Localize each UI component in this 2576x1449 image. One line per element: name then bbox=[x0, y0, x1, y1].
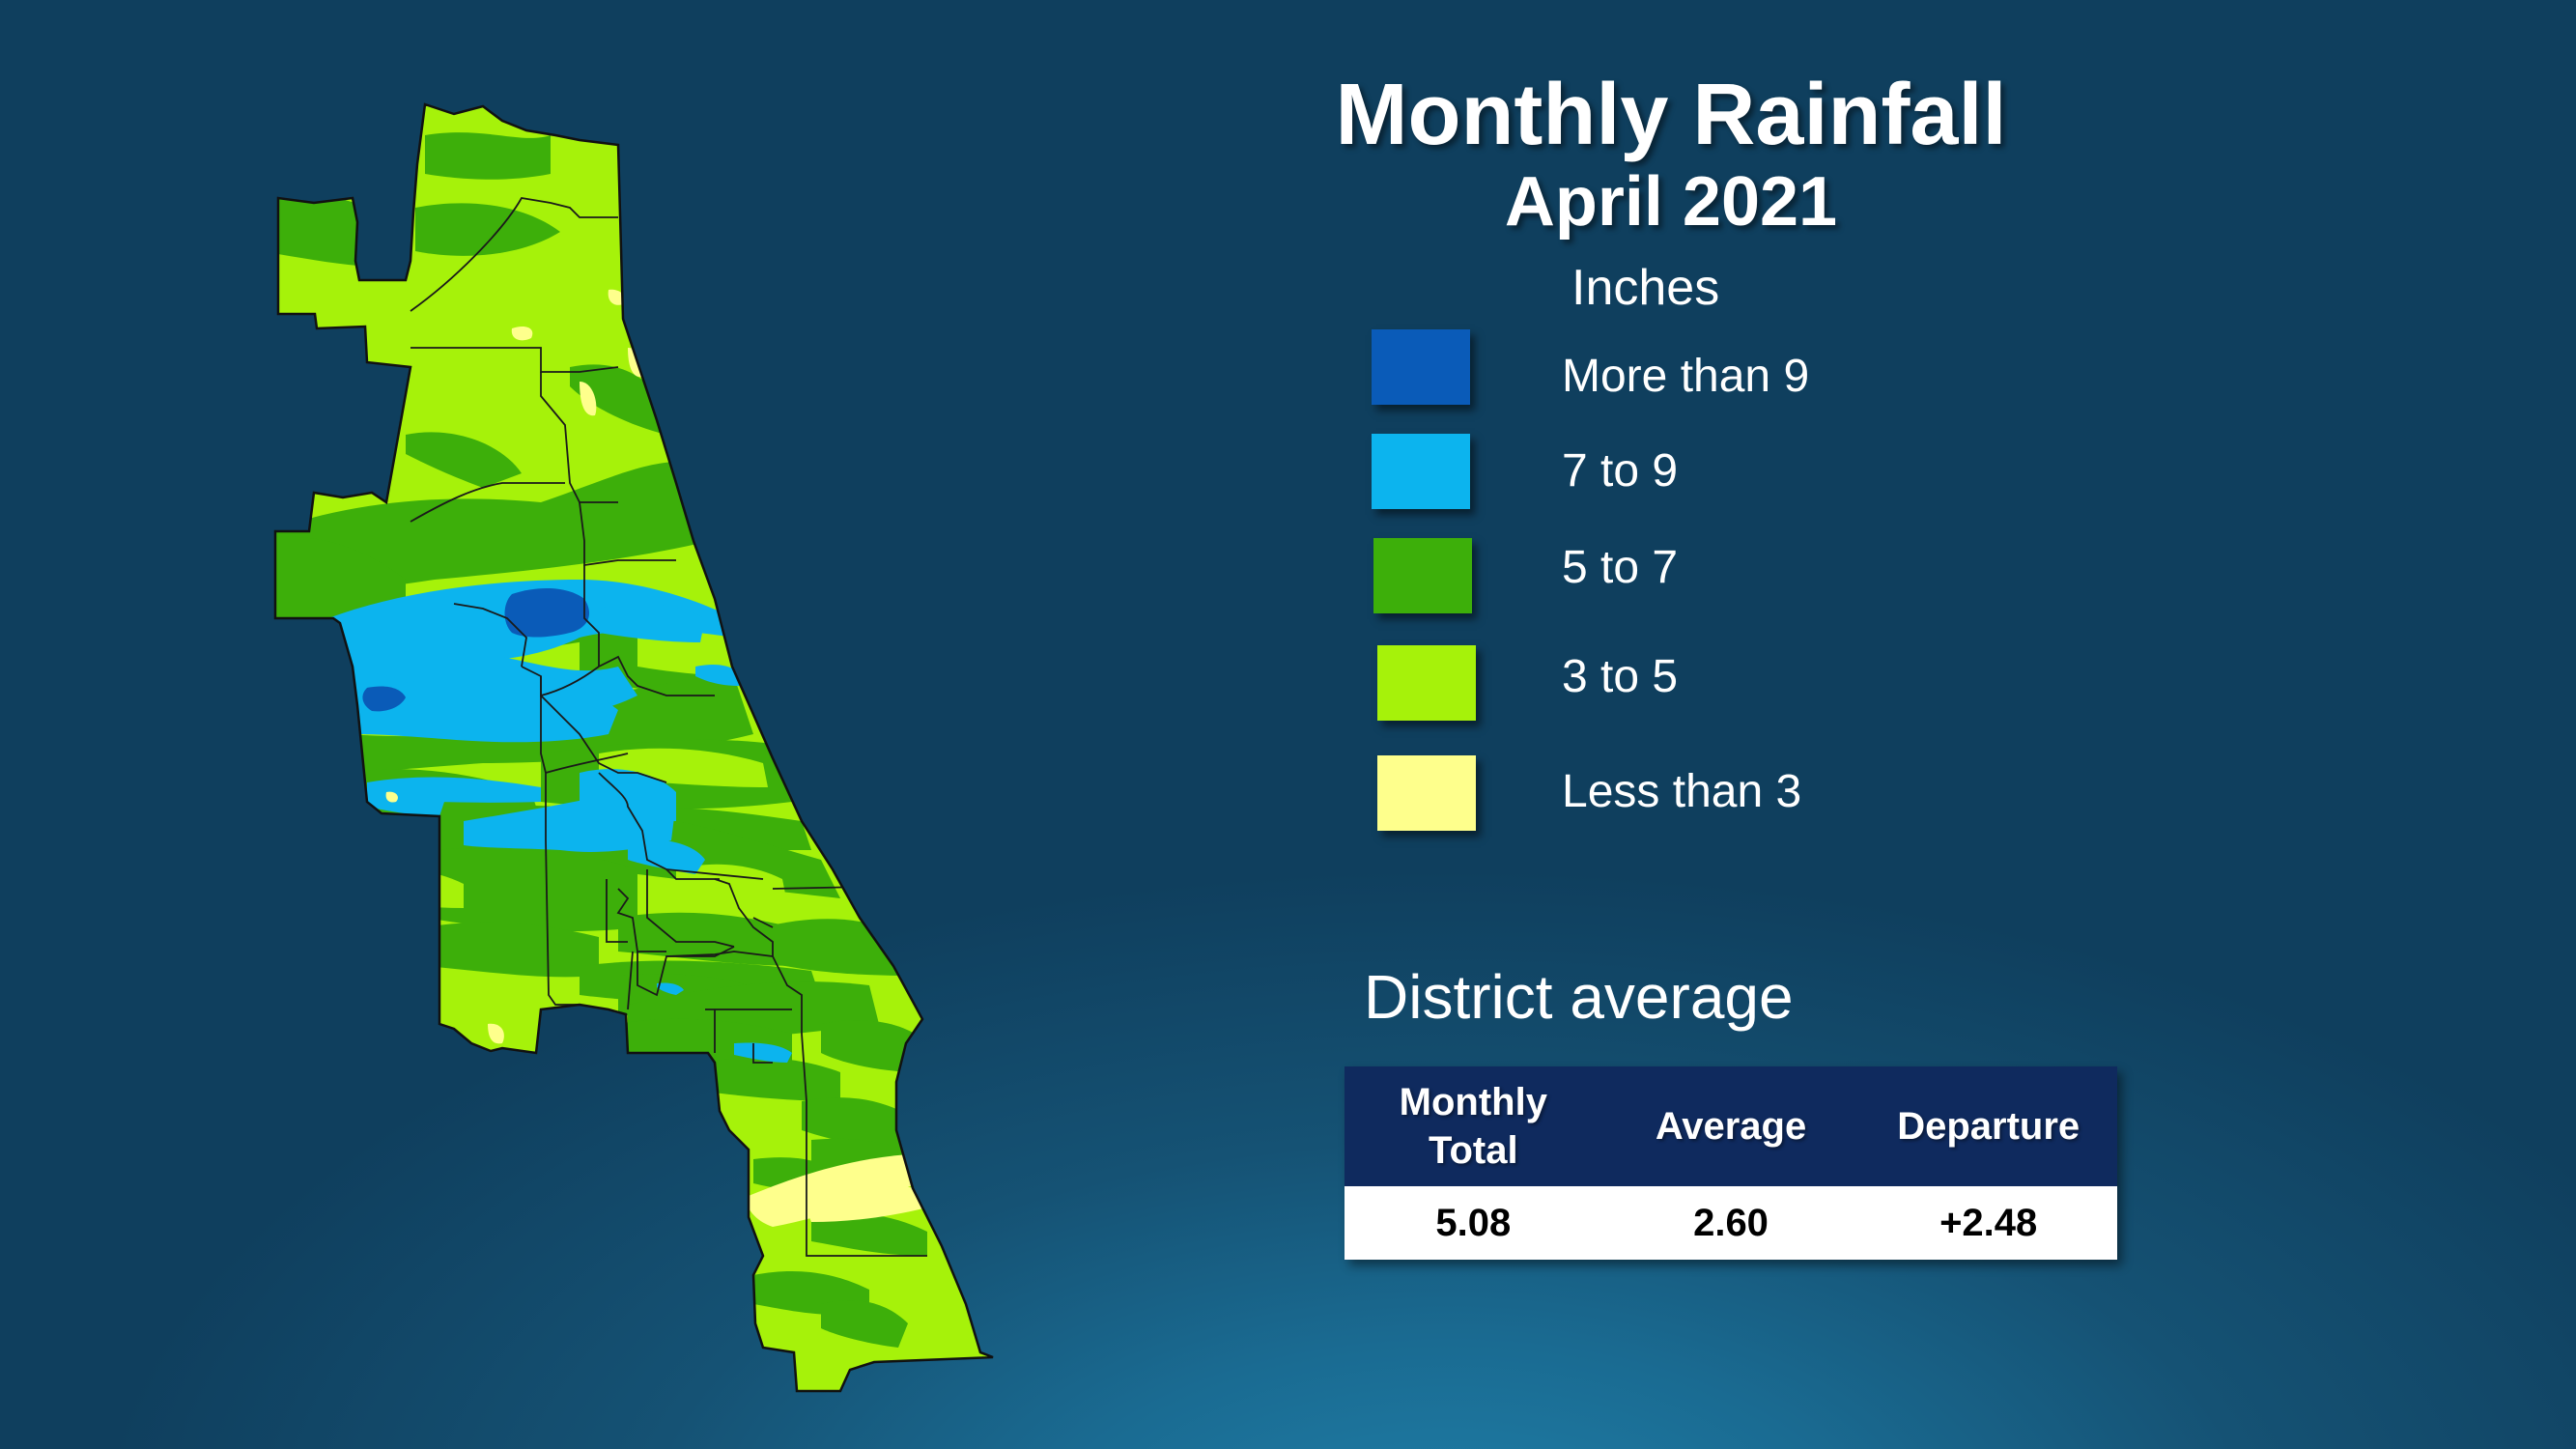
district-average-heading: District average bbox=[1364, 962, 1794, 1032]
header-monthly-total: Monthly Total bbox=[1345, 1066, 1602, 1186]
table-value-row: 5.08 2.60 +2.48 bbox=[1345, 1186, 2117, 1260]
header-monthly-total-line2: Total bbox=[1429, 1129, 1518, 1172]
header-departure: Departure bbox=[1897, 1105, 2081, 1148]
map-title: Monthly Rainfall bbox=[1335, 67, 2007, 163]
legend-swatch-more-than-9 bbox=[1372, 329, 1470, 405]
value-monthly-total: 5.08 bbox=[1435, 1201, 1512, 1244]
legend-swatch-5-to-7 bbox=[1373, 538, 1472, 613]
legend-label-5-to-7: 5 to 7 bbox=[1562, 542, 1679, 593]
legend-swatch-less-than-3 bbox=[1377, 755, 1476, 831]
legend-swatch-7-to-9 bbox=[1372, 434, 1470, 509]
legend-label-7-to-9: 7 to 9 bbox=[1562, 445, 1679, 497]
header-average: Average bbox=[1655, 1105, 1807, 1148]
legend-label-more-than-9: More than 9 bbox=[1562, 351, 1810, 402]
table-header-row: Monthly Total Average Departure bbox=[1345, 1066, 2117, 1186]
legend-label-3-to-5: 3 to 5 bbox=[1562, 651, 1679, 702]
map-subtitle: April 2021 bbox=[1504, 163, 1838, 241]
value-departure: +2.48 bbox=[1939, 1201, 2038, 1244]
district-average-table: Monthly Total Average Departure 5.08 2.6… bbox=[1345, 1066, 2117, 1260]
legend-label-less-than-3: Less than 3 bbox=[1562, 766, 1802, 817]
header-monthly-total-line1: Monthly bbox=[1399, 1081, 1547, 1123]
value-average: 2.60 bbox=[1693, 1201, 1769, 1244]
legend-swatch-3-to-5 bbox=[1377, 645, 1476, 721]
legend-heading: Inches bbox=[1571, 260, 1720, 316]
